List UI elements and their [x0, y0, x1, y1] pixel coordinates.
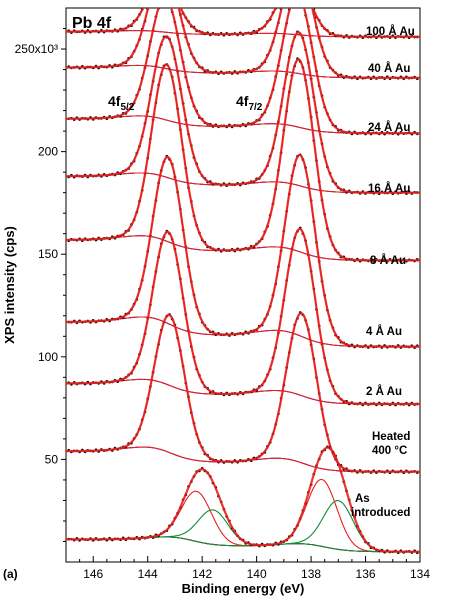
spectrum-5: 16 Å Au	[66, 30, 420, 196]
fit-envelope	[66, 312, 420, 473]
fit-envelope	[66, 8, 420, 38]
data-point	[160, 0, 163, 2]
data-point	[302, 2, 305, 5]
spectrum-8: 100 Å Au	[66, 1, 420, 40]
spectrum-2: 2 Å Au	[66, 226, 420, 407]
spectrum-label: 8 Å Au	[370, 254, 406, 267]
fit-envelope	[66, 8, 420, 79]
data-point	[176, 3, 179, 6]
x-tick-label: 136	[356, 567, 376, 581]
component-4f5-2-curve	[66, 35, 420, 194]
spectrum-label: 4 Å Au	[366, 325, 402, 338]
spectrum-label: 40 Å Au	[368, 62, 410, 75]
x-tick-label: 144	[138, 567, 158, 581]
spectrum-4: 8 Å Au	[66, 57, 420, 267]
spectrum-label-line: As	[355, 493, 370, 505]
fit-envelope	[66, 31, 420, 194]
component-4f7-2-curve	[66, 228, 420, 405]
spectrum-label-line: 400 °C	[372, 445, 407, 457]
fit-envelope	[66, 446, 420, 553]
fit-envelope	[66, 58, 420, 262]
y-tick-label: 100	[38, 350, 58, 364]
data-point	[291, 1, 294, 4]
x-tick-label: 140	[247, 567, 267, 581]
spectrum-0: As introduced	[66, 445, 420, 555]
spectrum-7: 40 Å Au	[66, 2, 420, 81]
spectrum-1: Heated 400 °C	[66, 311, 420, 475]
spectra-layer: As introduced Heated 400 °C 2 Å Au 4 Å Au 8 Å …	[66, 0, 420, 555]
spectrum-3: 4 Å Au	[66, 153, 420, 349]
fit-envelope	[66, 153, 420, 348]
component-4f7-2-curve	[66, 8, 420, 79]
peak-label-4f5-2-sub: 5/2	[120, 102, 134, 113]
data-point	[168, 1, 171, 4]
x-tick-label: 134	[410, 567, 430, 581]
data-points	[67, 2, 419, 81]
x-axis-title: Binding energy (eV)	[182, 581, 305, 596]
data-point	[310, 3, 313, 6]
peak-label-4f7-2-sub: 7/2	[248, 102, 262, 113]
x-tick-label: 146	[83, 567, 103, 581]
component-4f7-2-curve	[66, 58, 420, 261]
data-point	[277, 1, 280, 4]
spectrum-label: Heated 400 °C	[372, 431, 410, 457]
fit-envelope	[66, 8, 420, 135]
spectrum-label: 24 Å Au	[368, 121, 410, 134]
axes-layer: 146 144 142 140 138 136 134 50 100 150 200 250x10³	[15, 28, 430, 581]
data-point	[165, 0, 168, 1]
y-tick-label: 250x10³	[15, 42, 58, 56]
spectrum-label: 2 Å Au	[366, 385, 402, 398]
figure-title: Pb 4f	[72, 15, 112, 32]
panel-label: (a)	[3, 567, 18, 581]
data-point	[144, 4, 147, 7]
data-point	[310, 2, 313, 5]
component-4f7-2-curve	[66, 31, 420, 194]
data-point	[179, 5, 182, 8]
spectrum-label: 100 Å Au	[366, 25, 415, 38]
fit-envelope	[66, 227, 420, 406]
x-tick-label: 142	[192, 567, 212, 581]
y-tick-label: 150	[38, 247, 58, 261]
peak-label-4f5-2-main: 4f	[108, 93, 121, 109]
background-curve	[66, 446, 420, 473]
spectrum-label-line: Heated	[372, 431, 410, 443]
y-axis-title: XPS intensity (cps)	[2, 226, 17, 344]
data-points	[67, 57, 419, 263]
spectrum-label-line: introduced	[351, 507, 410, 519]
data-point	[176, 1, 179, 4]
peak-label-4f7-2: 4f7/2	[236, 93, 263, 113]
spectrum-label: As introduced	[351, 493, 410, 519]
peak-label-4f5-2: 4f5/2	[108, 93, 135, 113]
y-tick-label: 200	[38, 145, 58, 159]
y-tick-label: 50	[45, 452, 59, 466]
plot-frame	[65, 7, 421, 563]
x-tick-label: 138	[301, 567, 321, 581]
peak-label-4f7-2-main: 4f	[236, 93, 249, 109]
spectrum-label: 16 Å Au	[368, 182, 410, 195]
spectrum-6: 24 Å Au	[66, 0, 420, 136]
